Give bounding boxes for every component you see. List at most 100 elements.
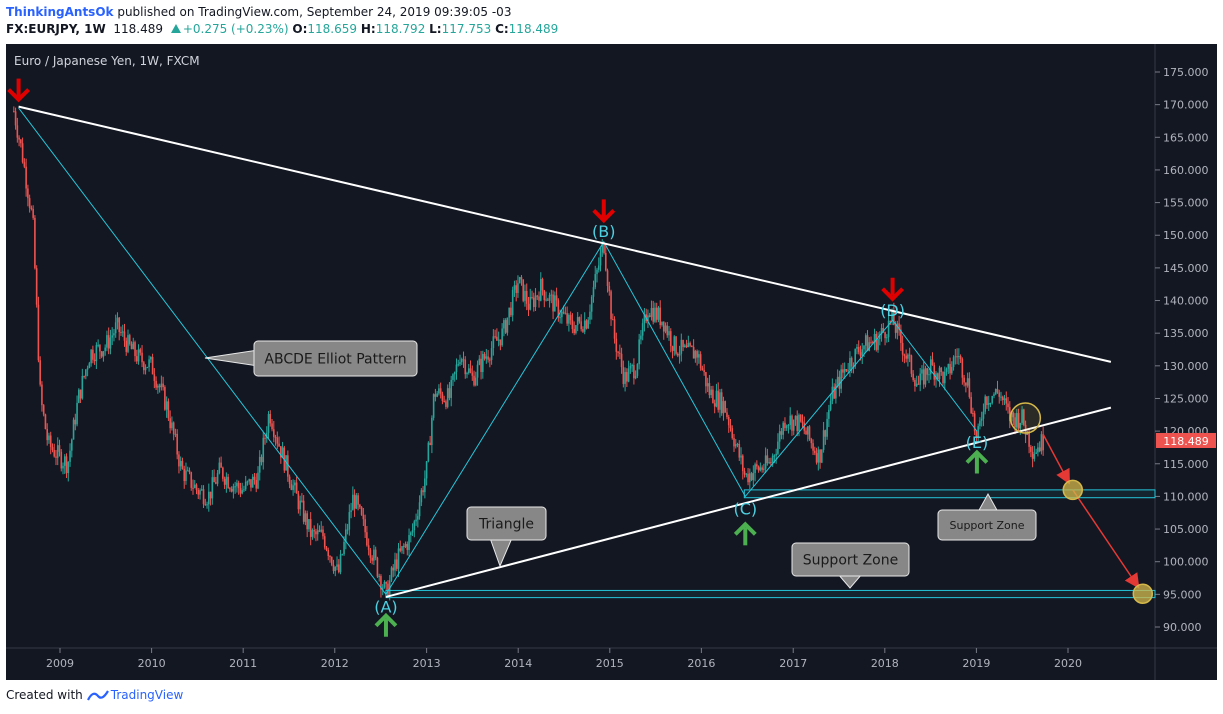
candle-body <box>165 401 168 410</box>
candle-body <box>552 294 554 312</box>
candle-body <box>13 111 15 113</box>
candle-body <box>106 335 108 348</box>
candle-body <box>801 421 804 424</box>
candle-body <box>821 449 823 463</box>
candle-body <box>903 354 906 356</box>
candle-body <box>401 546 403 551</box>
candle-body <box>246 481 249 483</box>
candle-body <box>531 296 533 298</box>
candle-body <box>239 488 242 494</box>
candle-body <box>894 324 897 333</box>
x-tick-label: 2018 <box>871 657 899 670</box>
abcde-pattern-line <box>18 107 978 596</box>
green-up-arrow-icon <box>733 521 757 536</box>
candle-body <box>847 370 849 372</box>
candle-body <box>585 320 588 329</box>
candle-body <box>780 431 783 435</box>
candle-body <box>534 295 537 308</box>
candle-body <box>237 482 240 489</box>
candle-body <box>478 358 481 365</box>
candle-body <box>705 372 707 387</box>
candle-body <box>701 368 704 371</box>
candle-body <box>1038 447 1041 452</box>
candle-body <box>703 370 705 373</box>
candle-body <box>218 462 221 474</box>
candle-body <box>731 428 734 439</box>
candle-body <box>984 396 986 412</box>
elliot-pattern-callout: ABCDE Elliot Pattern <box>204 340 418 377</box>
candle-body <box>441 393 444 402</box>
candle-body <box>21 143 24 163</box>
candle-body <box>836 376 839 385</box>
candle-body <box>330 556 333 565</box>
candle-body <box>443 401 445 403</box>
candle-body <box>383 581 386 588</box>
candle-body <box>966 378 969 386</box>
tradingview-brand[interactable]: TradingView <box>110 688 184 702</box>
candle-body <box>32 209 34 218</box>
x-tick-label: 2016 <box>687 657 715 670</box>
candle-body <box>436 393 438 397</box>
candle-body <box>943 371 946 384</box>
candle-body <box>366 532 368 546</box>
candle-body <box>48 435 50 441</box>
candle-body <box>777 441 779 454</box>
open-label: O: <box>292 22 308 36</box>
candle-body <box>734 444 737 447</box>
candle-body <box>206 504 208 506</box>
candle-body <box>638 339 640 365</box>
candle-body <box>1030 446 1032 452</box>
candle-body <box>151 357 154 375</box>
candle-body <box>14 111 17 126</box>
candle-body <box>722 401 725 414</box>
candle-body <box>100 351 103 357</box>
support-zone-band <box>743 489 1156 499</box>
last-price: 118.489 <box>113 22 163 36</box>
candle-body <box>676 353 679 356</box>
candle-body <box>320 529 323 532</box>
candle-body <box>861 349 864 356</box>
author-link[interactable]: ThinkingAntsOk <box>6 5 114 19</box>
candle-body <box>989 402 992 404</box>
candle-body <box>1033 453 1036 459</box>
candle-body <box>202 489 205 505</box>
candle-body <box>494 336 496 338</box>
candle-body <box>135 356 138 362</box>
candle-body <box>921 369 923 374</box>
candle-body <box>938 367 941 380</box>
candle-body <box>162 383 164 388</box>
candle-body <box>740 455 742 458</box>
candle-body <box>515 285 517 293</box>
wave-label: (B) <box>592 222 615 241</box>
candle-body <box>928 374 930 376</box>
candle-body <box>425 461 428 479</box>
candle-body <box>281 447 284 458</box>
candle-body <box>431 417 433 446</box>
candle-body <box>1007 403 1009 408</box>
candle-body <box>576 317 579 326</box>
red-down-arrow-icon <box>881 287 905 302</box>
candle-body <box>157 385 159 388</box>
candle-body <box>568 314 570 324</box>
support-zone-big-callout-box <box>791 542 910 577</box>
candle-body <box>424 478 426 493</box>
candle-body <box>789 415 792 426</box>
candle-body <box>613 319 616 339</box>
candle-body <box>128 335 131 344</box>
candle-body <box>345 529 347 542</box>
candle-body <box>179 460 182 467</box>
candle-body <box>770 462 772 464</box>
candle-body <box>554 295 556 312</box>
support-zone-big-callout: Support Zone <box>791 542 910 589</box>
candle-body <box>619 352 621 354</box>
candle-body <box>922 369 925 385</box>
candle-body <box>738 443 741 458</box>
x-tick-label: 2020 <box>1054 657 1082 670</box>
candle-body <box>998 392 1001 397</box>
candle-body <box>496 336 498 341</box>
candle-body <box>562 311 565 314</box>
candle-body <box>229 488 231 490</box>
y-tick-label: 165.000 <box>1163 131 1209 144</box>
green-up-arrow-icon <box>374 612 398 628</box>
